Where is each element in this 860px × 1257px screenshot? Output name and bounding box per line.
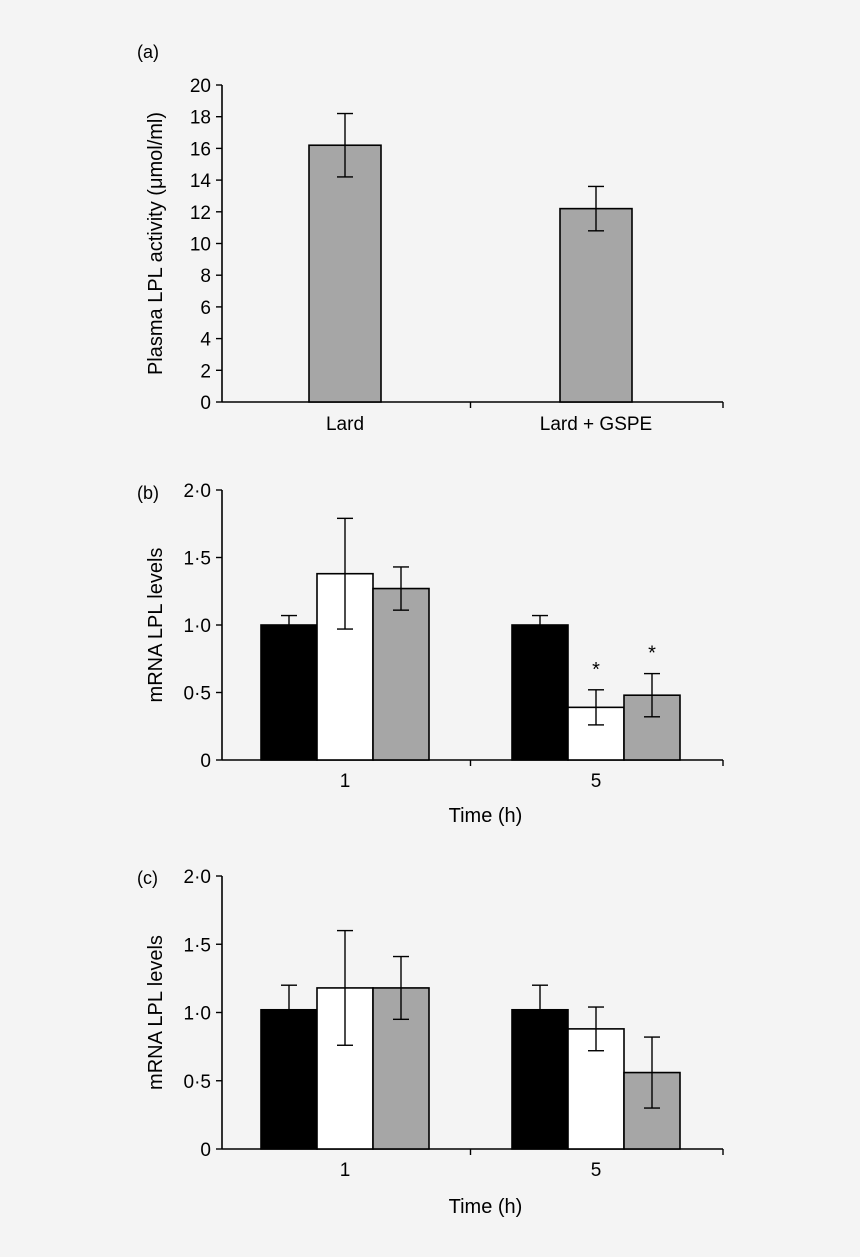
panel-label: (a) (137, 42, 159, 62)
y-tick-label: 1·0 (184, 1004, 211, 1025)
y-tick-label: 2·0 (184, 481, 211, 502)
bar (260, 624, 318, 761)
y-tick-label: 0·5 (184, 684, 211, 705)
significance-marker: * (648, 643, 656, 665)
y-tick-label: 6 (200, 298, 211, 319)
y-tick-label: 4 (200, 330, 211, 351)
y-tick-label: 10 (190, 235, 211, 256)
x-tick-label: Lard (326, 414, 364, 435)
x-tick-label: 5 (591, 1160, 602, 1181)
y-tick-label: 1·5 (184, 935, 211, 956)
bar (511, 624, 569, 761)
y-tick-label: 0 (200, 393, 211, 414)
y-tick-label: 0·5 (184, 1072, 211, 1093)
x-tick-label: 1 (340, 771, 351, 792)
y-axis-title: mRNA LPL levels (145, 548, 167, 703)
x-tick-label: 5 (591, 771, 602, 792)
bar (308, 144, 382, 403)
x-tick-label: 1 (340, 1160, 351, 1181)
y-tick-label: 0 (200, 1140, 211, 1161)
y-axis-title: Plasma LPL activity (μmol/ml) (145, 112, 167, 375)
y-tick-label: 14 (190, 171, 212, 192)
y-tick-label: 1·5 (184, 549, 211, 570)
bar (623, 1071, 681, 1150)
x-axis-title: Time (h) (449, 805, 523, 827)
bar (559, 207, 633, 403)
panel-c: (c) 0 0·5 1·0 1·5 2·0 mRNA LPL levels Time (h) 1… (137, 867, 724, 1218)
y-tick-label: 2·0 (184, 867, 211, 888)
y-tick-label: 2 (200, 361, 211, 382)
panel-label: (c) (137, 868, 158, 888)
panel-label: (b) (137, 483, 159, 503)
y-axis-title: mRNA LPL levels (145, 935, 167, 1090)
y-tick-label: 8 (200, 266, 211, 287)
y-tick-label: 16 (190, 139, 211, 160)
bar (372, 587, 430, 761)
y-tick-label: 18 (190, 108, 211, 129)
significance-marker: * (592, 659, 600, 681)
panel-a: (a) 0 2 4 6 8 10 12 14 16 18 20 Plasma LPL activity … (137, 42, 724, 435)
panel-b: (b) 0 0·5 1·0 1·5 2·0 mRNA LPL levels Time (h) 1… (137, 481, 724, 827)
y-tick-label: 12 (190, 203, 211, 224)
y-tick-label: 1·0 (184, 616, 211, 637)
x-axis-title: Time (h) (449, 1196, 523, 1218)
y-tick-label: 20 (190, 76, 211, 97)
x-tick-label: Lard + GSPE (540, 414, 652, 435)
y-tick-label: 0 (200, 751, 211, 772)
